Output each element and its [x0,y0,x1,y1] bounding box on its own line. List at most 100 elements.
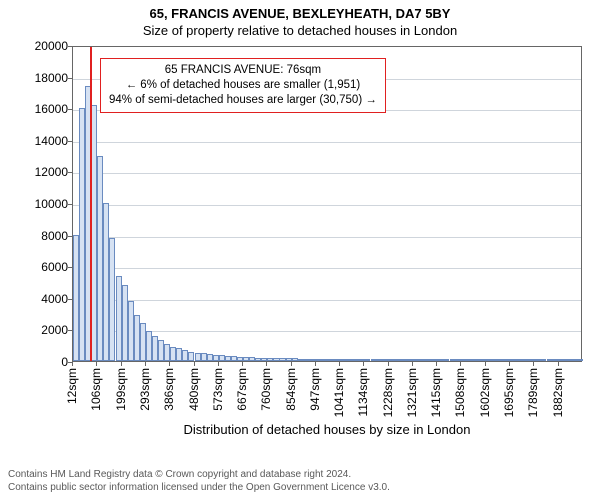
histogram-bar [170,347,176,361]
y-tick-mark [68,299,72,300]
y-tick-mark [68,236,72,237]
y-tick-label: 0 [8,355,68,369]
x-tick-mark [291,362,292,366]
annotation-line: 94% of semi-detached houses are larger (… [109,93,377,108]
x-tick-label: 293sqm [138,368,152,411]
histogram-bar [109,238,115,361]
x-tick-mark [485,362,486,366]
x-tick-mark [509,362,510,366]
y-tick-mark [68,78,72,79]
footer-line: Contains public sector information licen… [8,482,390,495]
x-tick-label: 947sqm [308,368,322,411]
histogram-bar [559,359,565,361]
histogram-bar [91,105,97,361]
histogram-bar [540,359,546,361]
x-tick-label: 1508sqm [453,368,467,417]
histogram-bar [231,356,237,361]
chart-title-sub: Size of property relative to detached ho… [0,23,600,38]
y-tick-mark [68,204,72,205]
histogram-bar [298,359,304,361]
x-tick-mark [169,362,170,366]
x-tick-label: 12sqm [65,368,79,404]
x-tick-label: 573sqm [211,368,225,411]
histogram-bar [395,359,401,361]
histogram-bar [79,108,85,361]
x-tick-label: 480sqm [187,368,201,411]
x-tick-mark [121,362,122,366]
x-tick-mark [460,362,461,366]
x-tick-mark [558,362,559,366]
x-tick-label: 1695sqm [502,368,516,417]
gridline [73,205,581,206]
x-tick-mark [145,362,146,366]
x-tick-label: 1134sqm [356,368,370,416]
chart-area: Number of detached properties Distributi… [0,46,600,450]
x-tick-label: 1321sqm [405,368,419,417]
y-tick-label: 12000 [8,165,68,179]
y-tick-mark [68,267,72,268]
footer-line: Contains HM Land Registry data © Crown c… [8,469,390,482]
histogram-bar [219,355,225,361]
histogram-bar [510,359,516,361]
reference-marker-line [90,47,92,361]
y-tick-mark [68,141,72,142]
y-tick-label: 10000 [8,197,68,211]
histogram-bar [377,359,383,361]
x-tick-mark [218,362,219,366]
y-tick-label: 6000 [8,260,68,274]
gridline [73,142,581,143]
x-tick-label: 199sqm [114,368,128,411]
y-tick-label: 20000 [8,39,68,53]
x-tick-label: 667sqm [235,368,249,411]
gridline [73,268,581,269]
x-tick-label: 106sqm [89,368,103,411]
histogram-bar [474,359,480,361]
x-tick-label: 854sqm [284,368,298,411]
y-tick-mark [68,172,72,173]
gridline [73,173,581,174]
x-tick-label: 760sqm [259,368,273,411]
histogram-bar [522,359,528,361]
annotation-line: ← 6% of detached houses are smaller (1,9… [109,78,377,93]
y-tick-mark [68,109,72,110]
histogram-bar [152,336,158,361]
x-tick-label: 1882sqm [551,368,565,417]
histogram-bar [364,359,370,361]
x-tick-label: 1415sqm [429,368,443,417]
annotation-box: 65 FRANCIS AVENUE: 76sqm ← 6% of detache… [100,58,386,113]
x-tick-mark [436,362,437,366]
x-tick-mark [242,362,243,366]
y-tick-label: 16000 [8,102,68,116]
x-tick-label: 386sqm [162,368,176,411]
histogram-bar [316,359,322,361]
x-tick-label: 1041sqm [332,368,346,417]
x-tick-mark [194,362,195,366]
x-tick-mark [412,362,413,366]
histogram-bar [201,353,207,361]
y-tick-label: 2000 [8,323,68,337]
histogram-bar [346,359,352,361]
footer-attribution: Contains HM Land Registry data © Crown c… [8,469,390,494]
histogram-bar [249,357,255,361]
histogram-bar [328,359,334,361]
y-tick-label: 18000 [8,71,68,85]
x-tick-label: 1602sqm [478,368,492,417]
x-tick-mark [96,362,97,366]
x-tick-mark [339,362,340,366]
histogram-bar [128,301,134,361]
gridline [73,237,581,238]
histogram-bar [140,323,146,361]
histogram-bar [461,359,467,361]
histogram-bar [571,359,577,361]
x-axis-label: Distribution of detached houses by size … [72,422,582,437]
x-tick-mark [315,362,316,366]
histogram-bar [188,352,194,361]
chart-title-main: 65, FRANCIS AVENUE, BEXLEYHEATH, DA7 5BY [0,6,600,21]
y-tick-mark [68,330,72,331]
x-tick-mark [72,362,73,366]
histogram-bar [279,358,285,361]
histogram-bar [492,359,498,361]
histogram-bar [425,359,431,361]
gridline [73,300,581,301]
histogram-bar [267,358,273,361]
